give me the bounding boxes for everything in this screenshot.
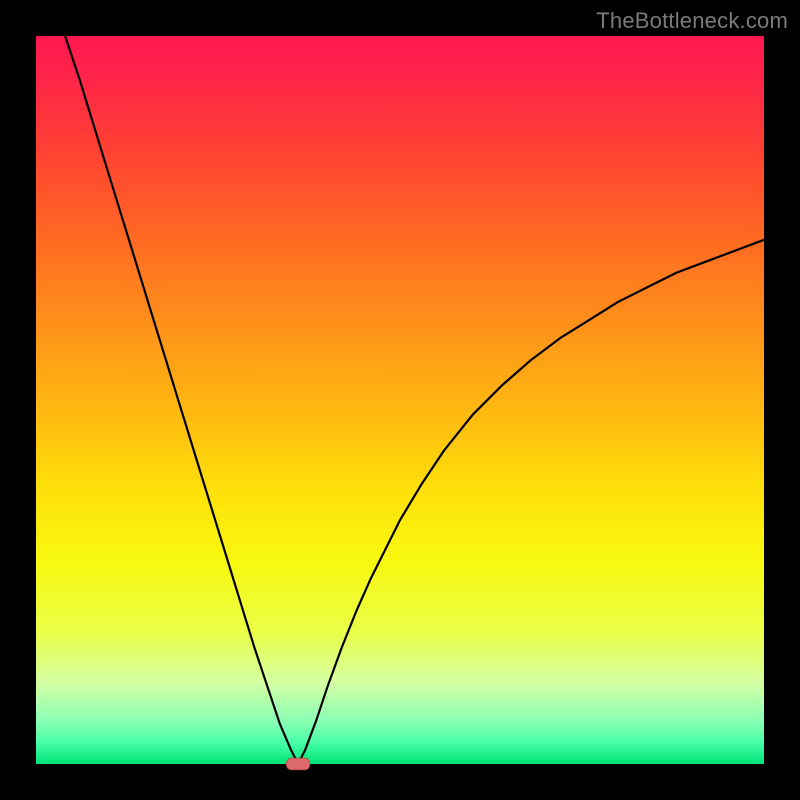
chart-svg <box>0 0 800 800</box>
bottleneck-chart: TheBottleneck.com <box>0 0 800 800</box>
minimum-marker <box>286 758 309 770</box>
plot-background <box>36 36 764 764</box>
watermark-text: TheBottleneck.com <box>596 8 788 34</box>
